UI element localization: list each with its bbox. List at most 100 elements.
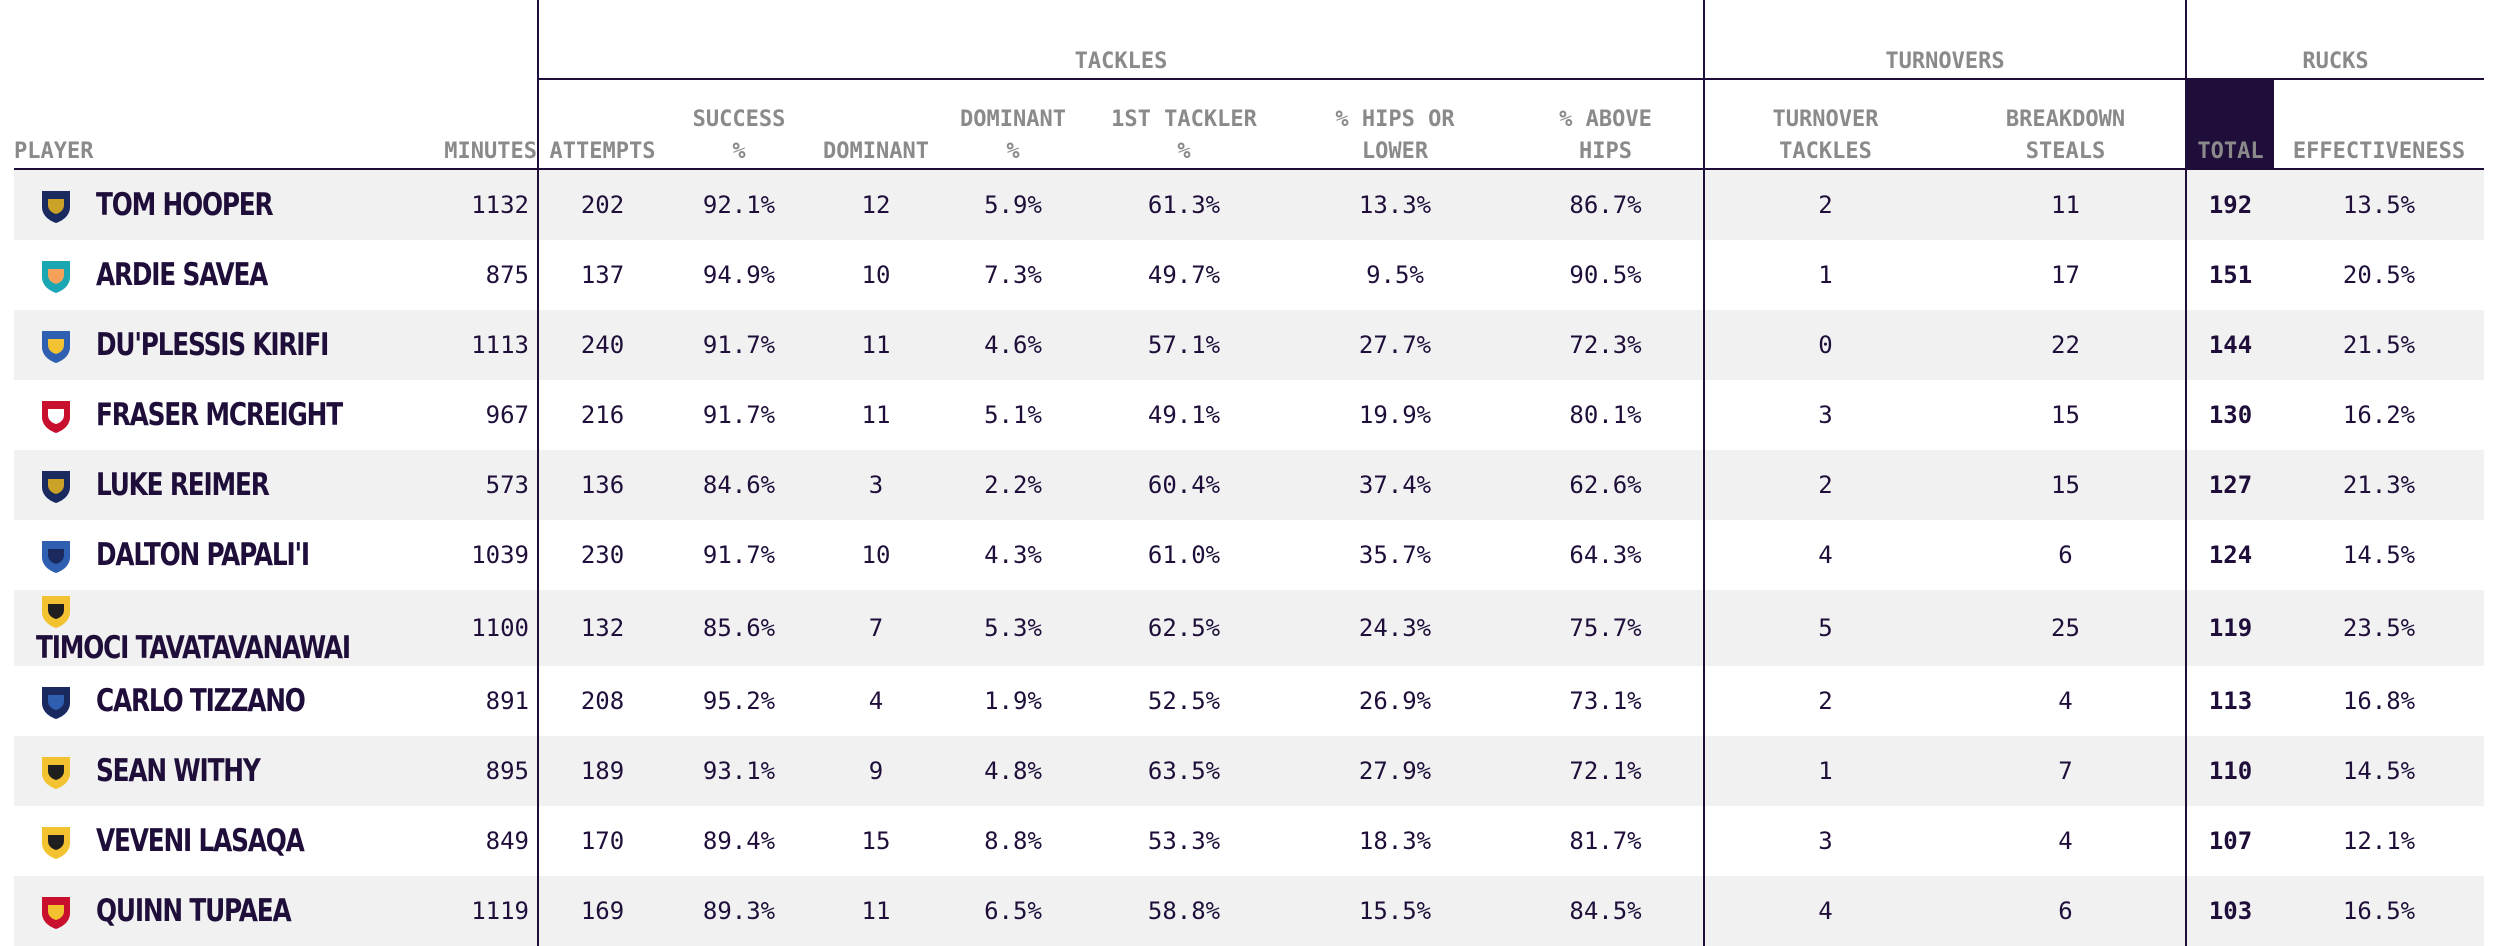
cell-player[interactable]: DU'PLESSIS KIRIFI	[14, 310, 422, 380]
col-dominant-pct[interactable]: DOMINANT%	[940, 79, 1086, 170]
col-first-tackler[interactable]: 1ST TACKLER%	[1086, 79, 1282, 170]
table-row[interactable]: ARDIE SAVEA 875 137 94.9% 10 7.3% 49.7% 9.5% 90.…	[14, 240, 2484, 310]
cell-breakdown-steals: 25	[1946, 590, 2186, 666]
cell-total: 192	[2185, 169, 2274, 240]
table-row[interactable]: LUKE REIMER 573 136 84.6% 3 2.2% 60.4% 37.4% 62.…	[14, 450, 2485, 520]
cell-dominant-pct: 4.6%	[940, 310, 1086, 380]
cell-turnover-tackles: 3	[1703, 380, 1946, 450]
cell-turnover-tackles: 2	[1703, 666, 1946, 736]
cell-hips-lower: 19.9%	[1358, 401, 1432, 429]
cell-player[interactable]: TIMOCI TAVATAVANAWAI	[14, 590, 422, 666]
cell-minutes: 849	[485, 827, 529, 855]
cell-effectiveness: 23.5%	[2274, 590, 2485, 666]
cell-player[interactable]: CARLO TIZZANO	[14, 666, 422, 736]
cell-success: 84.6%	[666, 450, 812, 520]
col-breakdown-steals[interactable]: BREAKDOWN STEALS	[1946, 79, 2186, 170]
cell-player[interactable]: ARDIE SAVEA	[14, 240, 422, 310]
cell-above-hips: 75.7%	[1508, 590, 1704, 666]
col-dominant[interactable]: DOMINANT	[812, 79, 940, 170]
player-name[interactable]: DALTON PAPALI'I	[96, 537, 310, 573]
cell-above-hips: 80.1%	[1569, 401, 1642, 429]
col-turnover-tackles[interactable]: TURNOVER TACKLES	[1703, 79, 1946, 170]
player-name[interactable]: ARDIE SAVEA	[96, 257, 268, 293]
cell-turnover-tackles: 4	[1703, 876, 1946, 946]
force-logo-icon	[36, 681, 76, 721]
cell-breakdown-steals: 15	[2051, 401, 2080, 429]
cell-effectiveness: 14.5%	[2274, 736, 2485, 806]
brumbies-logo-icon	[36, 465, 76, 505]
cell-player[interactable]: DALTON PAPALI'I	[14, 520, 422, 590]
cell-turnover-tackles: 3	[1703, 806, 1946, 876]
cell-effectiveness: 14.5%	[2342, 541, 2416, 569]
cell-player[interactable]: VEVENI LASAQA	[14, 806, 422, 876]
cell-player[interactable]: QUINN TUPAEA	[14, 876, 422, 946]
cell-turnover-tackles: 4	[1703, 520, 1946, 590]
player-name[interactable]: QUINN TUPAEA	[96, 893, 292, 929]
cell-minutes: 573	[422, 450, 538, 520]
table-row[interactable]: VEVENI LASAQA 849 170 89.4% 15 8.8% 53.3% 18.3%…	[14, 806, 2484, 876]
cell-dominant: 9	[812, 736, 940, 806]
cell-first-tackler: 49.7%	[1147, 261, 1221, 289]
blues-logo-icon	[36, 535, 76, 575]
cell-first-tackler: 62.5%	[1086, 590, 1282, 666]
table-row[interactable]: CARLO TIZZANO 891 208 95.2% 4 1.9% 52.5% 26.9% 7…	[14, 666, 2484, 736]
reds-logo-icon	[36, 395, 76, 435]
table-row[interactable]: FRASER MCREIGHT 967 216 91.7% 11 5.1% 49.1% 19.…	[14, 380, 2484, 450]
cell-total: 151	[2185, 240, 2274, 310]
col-player[interactable]: PLAYER	[14, 79, 422, 170]
cell-dominant-pct: 1.9%	[984, 687, 1042, 715]
col-above-hips[interactable]: % ABOVE HIPS	[1508, 79, 1704, 170]
cell-player[interactable]: TOM HOOPER	[14, 169, 422, 240]
table-row[interactable]: SEAN WITHY 895 189 93.1% 9 4.8% 63.5% 27.9% 72.1…	[14, 736, 2485, 806]
cell-hips-lower: 26.9%	[1358, 687, 1432, 715]
group-tackles: TACKLES	[537, 0, 1704, 80]
cell-above-hips: 62.6%	[1508, 450, 1704, 520]
cell-hips-lower: 15.5%	[1282, 876, 1508, 946]
cell-hips-lower: 27.7%	[1282, 310, 1508, 380]
cell-dominant: 11	[861, 401, 891, 429]
hurricanes-logo-icon	[36, 590, 76, 630]
table-row[interactable]: DALTON PAPALI'I 1039 230 91.7% 10 4.3% 61.0% 35…	[14, 520, 2484, 590]
cell-effectiveness: 21.5%	[2274, 310, 2485, 380]
cell-player[interactable]: SEAN WITHY	[14, 736, 422, 806]
cell-turnover-tackles: 5	[1703, 590, 1946, 666]
player-name[interactable]: TIMOCI TAVATAVANAWAI	[36, 630, 351, 666]
player-name[interactable]: CARLO TIZZANO	[96, 683, 306, 719]
group-rucks: RUCKS	[2184, 0, 2485, 80]
cell-attempts: 170	[537, 806, 666, 876]
cell-breakdown-steals: 6	[1946, 876, 2186, 946]
cell-total: 119	[2185, 590, 2274, 666]
col-minutes[interactable]: MINUTES	[422, 79, 538, 170]
cell-dominant: 12	[812, 169, 940, 240]
cell-total: 107	[2185, 806, 2274, 876]
cell-above-hips: 90.5%	[1569, 261, 1642, 289]
cell-above-hips: 72.3%	[1508, 310, 1704, 380]
player-name[interactable]: VEVENI LASAQA	[96, 823, 305, 859]
cell-minutes: 875	[485, 261, 529, 289]
table-row[interactable]: DU'PLESSIS KIRIFI 1113 240 91.7% 11 4.6% 57.1%…	[14, 310, 2485, 380]
col-success[interactable]: SUCCESS%	[666, 79, 812, 170]
col-hips-lower[interactable]: % HIPS OR LOWER	[1282, 79, 1508, 170]
cell-player[interactable]: LUKE REIMER	[14, 450, 422, 520]
cell-dominant-pct: 7.3%	[984, 261, 1042, 289]
player-name[interactable]: LUKE REIMER	[96, 467, 270, 503]
col-effectiveness[interactable]: EFFECTIVENESS	[2274, 79, 2485, 170]
player-name[interactable]: TOM HOOPER	[96, 187, 274, 223]
cell-above-hips: 84.5%	[1508, 876, 1704, 946]
cell-effectiveness: 16.2%	[2342, 401, 2416, 429]
col-attempts[interactable]: ATTEMPTS	[537, 79, 666, 170]
cell-dominant-pct: 4.3%	[984, 541, 1042, 569]
player-name[interactable]: DU'PLESSIS KIRIFI	[96, 327, 329, 363]
col-total[interactable]: TOTAL	[2185, 79, 2274, 170]
table-row[interactable]: TOM HOOPER 1132 202 92.1% 12 5.9% 61.3% 13.3% 86…	[14, 169, 2485, 240]
table-row[interactable]: QUINN TUPAEA 1119 169 89.3% 11 6.5% 58.8% 15.5%…	[14, 876, 2485, 946]
cell-dominant: 11	[812, 876, 940, 946]
cell-player[interactable]: FRASER MCREIGHT	[14, 380, 422, 450]
table-row[interactable]: TIMOCI TAVATAVANAWAI 1100 132 85.6% 7 5.3% 62.…	[14, 590, 2485, 666]
player-name[interactable]: FRASER MCREIGHT	[96, 397, 343, 433]
cell-minutes: 1100	[422, 590, 538, 666]
player-name[interactable]: SEAN WITHY	[96, 753, 261, 789]
cell-turnover-tackles: 2	[1703, 169, 1946, 240]
cell-attempts: 202	[537, 169, 666, 240]
group-spacer	[14, 0, 538, 79]
